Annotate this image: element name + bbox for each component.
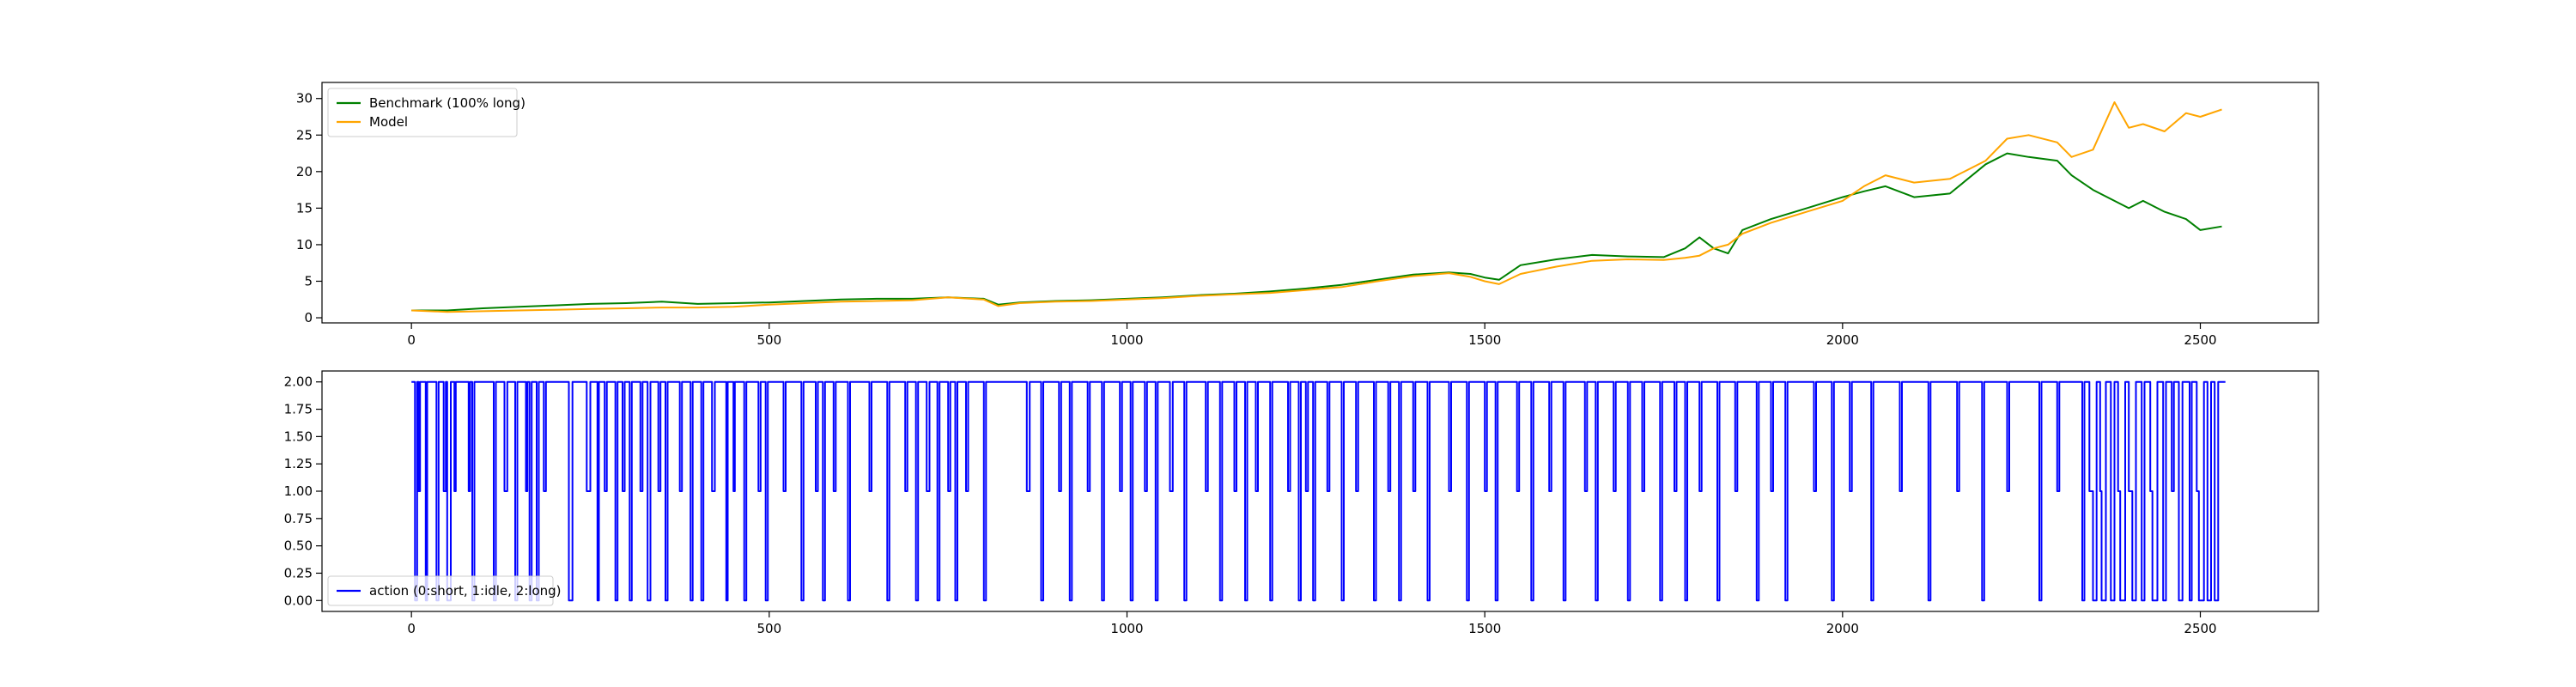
x-tick-label: 1000 [1110,332,1143,348]
x-tick-label: 500 [757,332,782,348]
series-line-action-0-short-1-idle-2-long [411,380,2226,602]
y-tick-label: 10 [296,237,313,252]
y-tick-label: 5 [304,273,313,289]
x-tick-label: 2500 [2184,621,2216,636]
x-tick-label: 500 [757,621,782,636]
x-tick-label: 1500 [1468,621,1501,636]
action-x-ticks: 0 500 1000 1500 2000 2500 [407,611,2217,636]
price-x-ticks: 0 500 1000 1500 2000 2500 [407,323,2217,348]
y-tick-label: 1.25 [284,456,313,471]
x-tick-label: 2000 [1826,332,1859,348]
price-axes: 0 500 1000 1500 2000 2500 0 5 10 15 20 25 30 Benchm… [296,82,2319,348]
x-tick-label: 0 [407,332,416,348]
legend-model-label: Model [369,114,408,130]
x-tick-label: 1500 [1468,332,1501,348]
price-axes-frame [321,82,2319,324]
price-y-ticks: 0 5 10 15 20 25 30 [296,91,322,325]
y-tick-label: 0.75 [284,511,313,526]
action-y-ticks: 0.00 0.25 0.50 0.75 1.00 1.25 1.50 1.75 2.00 [284,374,322,608]
y-tick-label: 1.75 [284,402,313,417]
y-tick-label: 1.50 [284,429,313,444]
action-legend: action (0:short, 1:idle, 2:long) [327,575,562,606]
y-tick-label: 20 [296,164,313,179]
y-tick-label: 0.50 [284,538,313,554]
y-tick-label: 0.25 [284,565,313,581]
series-line-model [411,101,2222,313]
y-tick-label: 30 [296,91,313,106]
x-tick-label: 0 [407,621,416,636]
x-tick-label: 1000 [1110,621,1143,636]
x-tick-label: 2500 [2184,332,2216,348]
y-tick-label: 25 [296,127,313,143]
y-tick-label: 0 [304,310,313,325]
action-axes: 0 500 1000 1500 2000 2500 0.00 0.25 0.50 0.75 1.0… [284,370,2319,636]
price-legend-box [327,88,518,137]
legend-action-label: action (0:short, 1:idle, 2:long) [369,583,562,599]
y-tick-label: 0.00 [284,593,313,608]
y-tick-label: 15 [296,200,313,216]
price-lines [411,101,2222,313]
action-legend-box [327,575,554,606]
series-line-benchmark-100-long [411,152,2222,312]
legend-benchmark-label: Benchmark (100% long) [369,95,526,111]
y-tick-label: 2.00 [284,374,313,390]
x-tick-label: 2000 [1826,621,1859,636]
price-legend: Benchmark (100% long) Model [327,88,526,137]
y-tick-label: 1.00 [284,483,313,499]
action-lines [411,380,2226,602]
